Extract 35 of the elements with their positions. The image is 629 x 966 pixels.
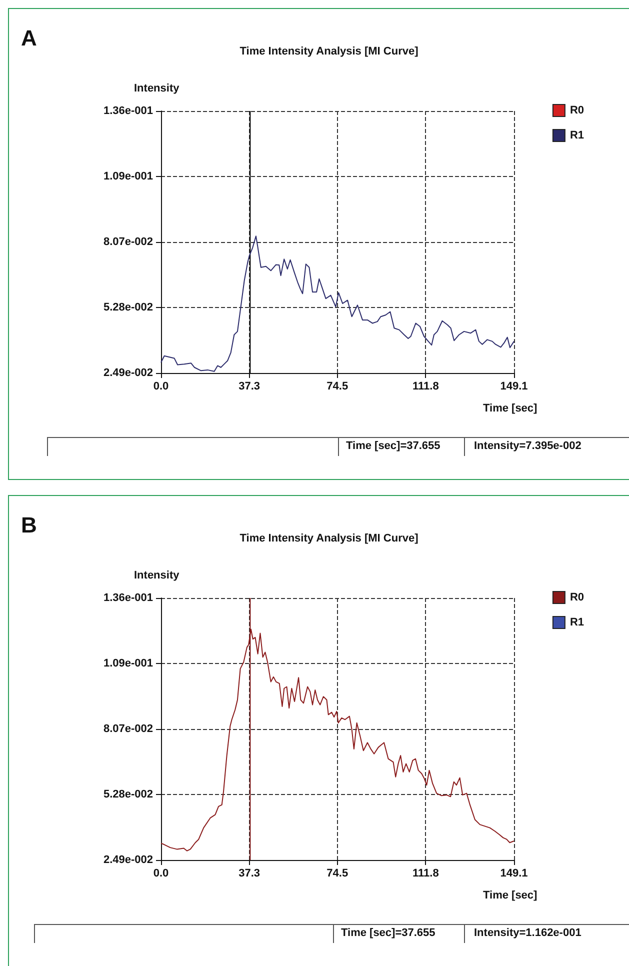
x-tick-label: 74.5 xyxy=(326,868,348,880)
x-axis-title: Time [sec] xyxy=(483,890,538,902)
status-bar: Time [sec]=37.655 Intensity=1.162e-001 xyxy=(34,924,629,943)
status-bar: Time [sec]=37.655 Intensity=7.395e-002 xyxy=(47,437,629,456)
x-tick-label: 0.0 xyxy=(153,868,169,880)
chart-title: Time Intensity Analysis [MI Curve] xyxy=(240,532,419,544)
x-tick-label: 111.8 xyxy=(412,380,439,392)
y-tick-label: 5.28e-002 xyxy=(103,302,153,314)
text: B xyxy=(21,512,37,538)
legend-label: R1 xyxy=(570,616,584,628)
legend-label: R0 xyxy=(570,104,584,116)
y-tick-label: 1.09e-001 xyxy=(103,170,153,182)
y-tick-label: 8.07e-002 xyxy=(103,236,153,248)
x-tick-label: 111.8 xyxy=(412,868,439,880)
y-tick-label: 2.49e-002 xyxy=(103,367,153,379)
y-tick-label: 2.49e-002 xyxy=(103,854,153,866)
legend-label: R1 xyxy=(570,130,584,142)
x-tick-label: 0.0 xyxy=(153,380,169,392)
y-axis-title: Intensity xyxy=(134,570,180,582)
x-tick-label: 37.3 xyxy=(238,380,260,392)
y-tick-label: 1.36e-001 xyxy=(103,105,153,117)
x-tick-label: 37.3 xyxy=(238,868,260,880)
y-tick-label: 5.28e-002 xyxy=(103,788,153,800)
legend-label: R0 xyxy=(570,592,584,604)
line-series xyxy=(160,628,514,852)
x-axis-title: Time [sec] xyxy=(483,402,538,414)
chart-title: Time Intensity Analysis [MI Curve] xyxy=(240,46,419,58)
x-tick-label: 149.1 xyxy=(500,868,528,880)
y-tick-label: 1.09e-001 xyxy=(103,658,153,670)
x-tick-label: 74.5 xyxy=(326,380,348,392)
y-axis-title: Intensity xyxy=(134,82,180,94)
text: A xyxy=(21,26,37,50)
x-tick-label: 149.1 xyxy=(500,380,528,392)
y-tick-label: 8.07e-002 xyxy=(103,723,153,735)
y-tick-label: 1.36e-001 xyxy=(103,592,153,604)
